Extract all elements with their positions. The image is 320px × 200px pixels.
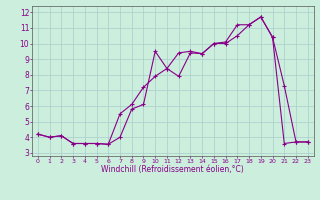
X-axis label: Windchill (Refroidissement éolien,°C): Windchill (Refroidissement éolien,°C) xyxy=(101,165,244,174)
